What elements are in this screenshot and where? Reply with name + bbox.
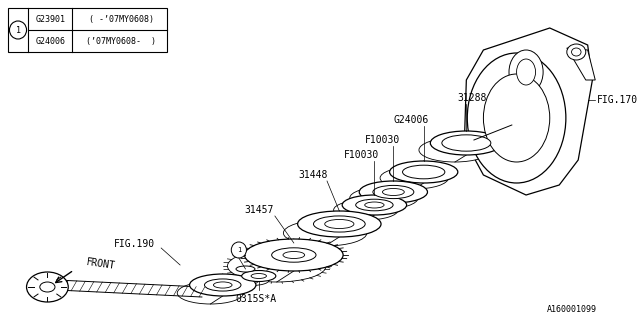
Ellipse shape — [236, 266, 255, 272]
Ellipse shape — [383, 188, 404, 196]
Ellipse shape — [419, 138, 491, 162]
Ellipse shape — [403, 165, 445, 179]
Text: (’07MY0608-  ): (’07MY0608- ) — [86, 36, 156, 45]
Text: G23901: G23901 — [35, 14, 65, 23]
Ellipse shape — [231, 242, 246, 258]
Ellipse shape — [298, 211, 381, 237]
Text: 31288: 31288 — [458, 93, 487, 103]
Ellipse shape — [284, 220, 367, 246]
Text: G24006: G24006 — [35, 36, 65, 45]
Ellipse shape — [271, 248, 316, 262]
Text: G24006: G24006 — [394, 115, 429, 125]
Ellipse shape — [324, 220, 354, 228]
Ellipse shape — [333, 200, 398, 220]
Ellipse shape — [10, 21, 26, 39]
Ellipse shape — [214, 282, 232, 288]
Ellipse shape — [380, 167, 449, 189]
Ellipse shape — [373, 185, 414, 199]
Ellipse shape — [467, 53, 566, 183]
Text: F10030: F10030 — [365, 135, 400, 145]
Text: 0315S*A: 0315S*A — [236, 294, 276, 304]
Text: 1: 1 — [15, 26, 20, 35]
Text: FIG.170: FIG.170 — [597, 95, 638, 105]
Ellipse shape — [342, 195, 406, 215]
Ellipse shape — [244, 239, 343, 271]
Ellipse shape — [442, 135, 491, 151]
Ellipse shape — [365, 202, 384, 208]
Ellipse shape — [251, 274, 266, 278]
Ellipse shape — [356, 199, 393, 211]
Ellipse shape — [430, 131, 502, 155]
Polygon shape — [465, 28, 593, 195]
Ellipse shape — [40, 282, 55, 292]
Ellipse shape — [349, 187, 418, 209]
Polygon shape — [567, 48, 595, 80]
Ellipse shape — [483, 74, 550, 162]
Text: FIG.190: FIG.190 — [114, 239, 155, 249]
Ellipse shape — [567, 44, 586, 60]
Text: A160001099: A160001099 — [547, 305, 597, 314]
Text: 31457: 31457 — [244, 205, 274, 215]
Ellipse shape — [509, 50, 543, 94]
Text: 1: 1 — [237, 247, 241, 253]
Ellipse shape — [516, 59, 536, 85]
Text: ( -’07MY0608): ( -’07MY0608) — [89, 14, 154, 23]
Ellipse shape — [235, 275, 269, 285]
Text: FRONT: FRONT — [85, 257, 116, 271]
Ellipse shape — [177, 282, 244, 304]
Ellipse shape — [283, 252, 305, 259]
Bar — [8, 8, 167, 52]
Ellipse shape — [314, 216, 365, 232]
Ellipse shape — [572, 48, 581, 56]
Ellipse shape — [359, 181, 428, 203]
Ellipse shape — [189, 274, 256, 296]
Ellipse shape — [242, 270, 276, 282]
Ellipse shape — [26, 272, 68, 302]
Ellipse shape — [390, 161, 458, 183]
Ellipse shape — [205, 279, 241, 291]
Ellipse shape — [227, 250, 326, 282]
Text: F10030: F10030 — [344, 150, 380, 160]
Text: 31448: 31448 — [299, 170, 328, 180]
